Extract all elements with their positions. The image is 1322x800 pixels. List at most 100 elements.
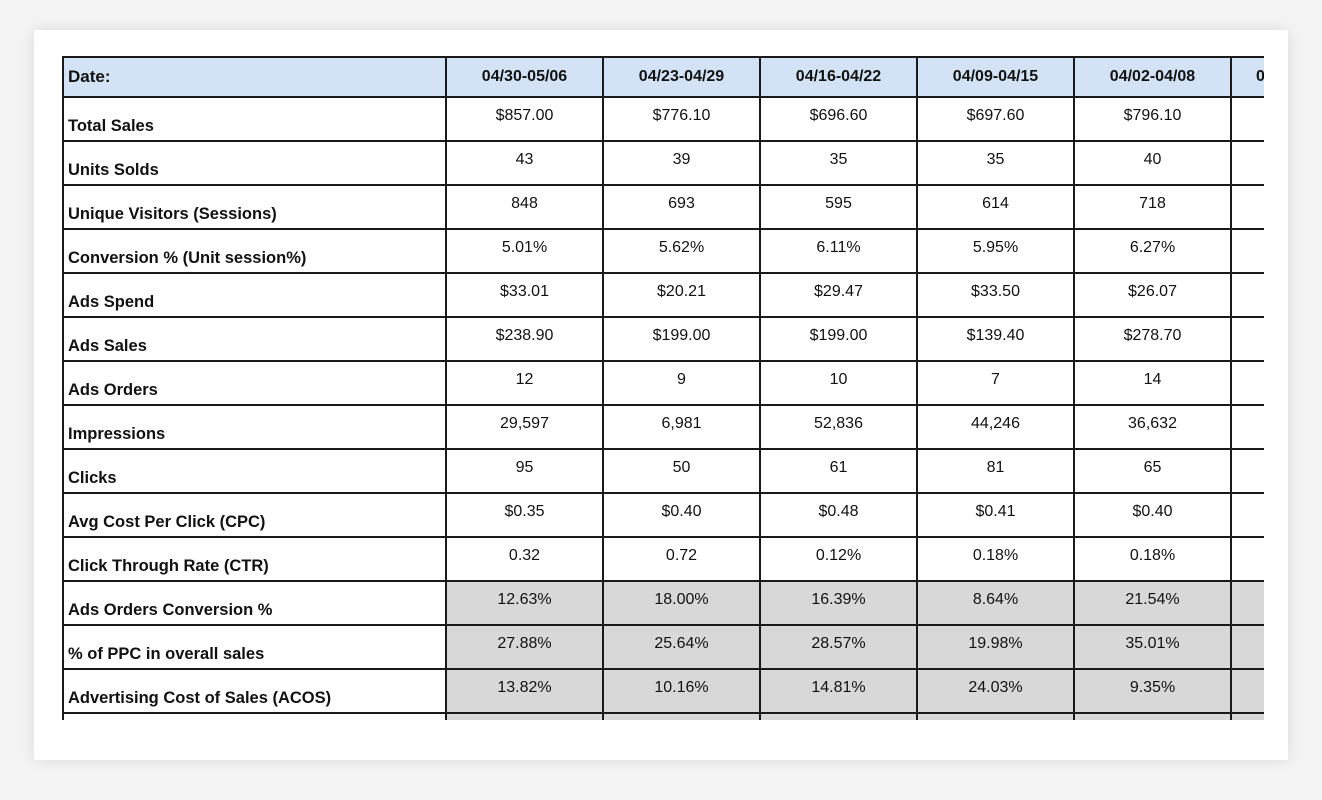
table-cell: 6,981 (602, 404, 761, 450)
table-cell: 13.82% (445, 668, 604, 714)
table-cell (1230, 404, 1264, 450)
table-cell: 0.72 (602, 536, 761, 582)
table-cell: $0.40 (1073, 492, 1232, 538)
table-cell: $0.40 (602, 492, 761, 538)
table-cell (1230, 624, 1264, 670)
table-cell: $199.00 (759, 316, 918, 362)
table-cell: 35 (916, 140, 1075, 186)
table-cell: 7 (916, 360, 1075, 406)
table-cell: 35 (759, 140, 918, 186)
table-cell: 27.88% (445, 624, 604, 670)
table-row: Impressions 29,597 6,981 52,836 44,246 36,632 (62, 404, 1264, 450)
table-row: Click Through Rate (CTR) 0.32 0.72 0.12% 0.1… (62, 536, 1264, 582)
row-label: Impressions (62, 404, 447, 450)
table-cell: 65 (1073, 448, 1232, 494)
table-cell: $0.41 (916, 492, 1075, 538)
table-cell: 8.64% (916, 580, 1075, 626)
table-cell: $697.60 (916, 96, 1075, 142)
table-cell: 14 (1073, 360, 1232, 406)
column-header: 04/02-04/08 (1073, 56, 1232, 98)
row-label: Advertising Cost of Sales (ACOS) (62, 668, 447, 714)
table-cell: 24.03% (916, 668, 1075, 714)
table-cell: $33.01 (445, 272, 604, 318)
table-cell: $26.07 (1073, 272, 1232, 318)
table-row: Ads Spend $33.01 $20.21 $29.47 $33.50 $26.07 (62, 272, 1264, 318)
table-cell: 21.54% (1073, 580, 1232, 626)
table-cell: 9 (602, 360, 761, 406)
table-cell: 95 (445, 448, 604, 494)
row-label: Ads Orders Conversion % (62, 580, 447, 626)
column-header: 04/30-05/06 (445, 56, 604, 98)
table-cell: 50 (602, 448, 761, 494)
table-cell: $20.21 (602, 272, 761, 318)
column-header: 04/16-04/22 (759, 56, 918, 98)
table-cell: 718 (1073, 184, 1232, 230)
table-cell: 36,632 (1073, 404, 1232, 450)
table-cell: 19.98% (916, 624, 1075, 670)
table-cell: 0.32 (445, 536, 604, 582)
table-cell (1230, 536, 1264, 582)
column-header: 04/09-04/15 (916, 56, 1075, 98)
table-cell: $29.47 (759, 272, 918, 318)
table-cell: $857.00 (445, 96, 604, 142)
table-row: Advertising Cost of Sales (ACOS) 13.82% 10… (62, 668, 1264, 714)
weekly-metrics-table: Date: 04/30-05/06 04/23-04/29 04/16-04/2… (62, 56, 1264, 720)
table-cell: 0.12% (759, 536, 918, 582)
report-table-viewport: Date: 04/30-05/06 04/23-04/29 04/16-04/2… (62, 56, 1264, 720)
table-cell: 7.24 (445, 712, 604, 720)
table-cell: $696.60 (759, 96, 918, 142)
table-cell: 43 (445, 140, 604, 186)
table-cell (1230, 184, 1264, 230)
table-row: Avg Cost Per Click (CPC) $0.35 $0.40 $0.48 $… (62, 492, 1264, 538)
table-cell: 5.62% (602, 228, 761, 274)
table-cell: 12 (445, 360, 604, 406)
row-label: Units Solds (62, 140, 447, 186)
row-label: Unique Visitors (Sessions) (62, 184, 447, 230)
row-label: Total Sales (62, 96, 447, 142)
table-cell: $776.10 (602, 96, 761, 142)
table-cell (1230, 448, 1264, 494)
table-cell: 4.16 (916, 712, 1075, 720)
table-cell: 12.63% (445, 580, 604, 626)
table-cell: 10.69 (1073, 712, 1232, 720)
table-row: Return on Ads Spend (ROAS)7.249.856.754.… (62, 712, 1264, 720)
table-cell: 29,597 (445, 404, 604, 450)
row-label: Ads Spend (62, 272, 447, 318)
table-cell: $0.48 (759, 492, 918, 538)
table-cell: 5.95% (916, 228, 1075, 274)
table-cell: 0.18% (1073, 536, 1232, 582)
table-cell: 28.57% (759, 624, 918, 670)
table-cell (1230, 492, 1264, 538)
table-row: Ads Sales $238.90 $199.00 $199.00 $139.40 $27… (62, 316, 1264, 362)
row-label: % of PPC in overall sales (62, 624, 447, 670)
row-label: Conversion % (Unit session%) (62, 228, 447, 274)
table-cell (1230, 580, 1264, 626)
table-cell (1230, 96, 1264, 142)
column-header: 0 (1230, 56, 1264, 98)
header-label: Date: (62, 56, 447, 98)
table-cell: 0.18% (916, 536, 1075, 582)
table-cell: 40 (1073, 140, 1232, 186)
table-cell: 44,246 (916, 404, 1075, 450)
table-cell: 848 (445, 184, 604, 230)
table-cell (1230, 360, 1264, 406)
row-label: Avg Cost Per Click (CPC) (62, 492, 447, 538)
table-cell (1230, 668, 1264, 714)
table-cell: 614 (916, 184, 1075, 230)
table-cell: 25.64% (602, 624, 761, 670)
table-row: Ads Orders Conversion % 12.63% 18.00% 16.39… (62, 580, 1264, 626)
table-row: Conversion % (Unit session%) 5.01% 5.62% 6.… (62, 228, 1264, 274)
table-cell: 9.85 (602, 712, 761, 720)
table-cell: $0.35 (445, 492, 604, 538)
table-cell (1230, 712, 1264, 720)
table-cell: 9.35% (1073, 668, 1232, 714)
table-cell: $238.90 (445, 316, 604, 362)
table-header-row: Date: 04/30-05/06 04/23-04/29 04/16-04/2… (62, 56, 1264, 98)
table-cell: 39 (602, 140, 761, 186)
row-label: Click Through Rate (CTR) (62, 536, 447, 582)
table-cell: 81 (916, 448, 1075, 494)
table-cell: 14.81% (759, 668, 918, 714)
column-header: 04/23-04/29 (602, 56, 761, 98)
table-cell: $199.00 (602, 316, 761, 362)
table-row: % of PPC in overall sales 27.88% 25.64% 28.… (62, 624, 1264, 670)
